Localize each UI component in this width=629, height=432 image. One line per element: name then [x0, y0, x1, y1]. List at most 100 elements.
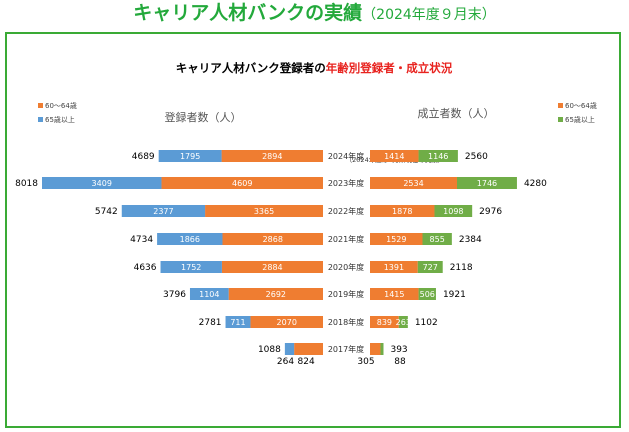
left-total: 4689 [132, 152, 155, 162]
left-bar-60-64 [222, 233, 323, 245]
chart-title-highlight: 年齢別登録者・成立状況 [326, 61, 453, 75]
year-label: 2021年度 [328, 234, 364, 244]
right-value-60-64: 1414 [384, 152, 404, 161]
page-title: キャリア人材バンクの実績（2024年度９月末） [0, 0, 629, 28]
left-total: 3796 [163, 290, 186, 300]
left-bar-65plus [225, 316, 251, 328]
left-value-65plus: 711 [230, 318, 245, 327]
right-bar-60-64 [370, 316, 399, 328]
right-bar-60-64 [370, 233, 423, 245]
left-bar-65plus [284, 343, 295, 355]
right-value-65plus: 727 [423, 263, 438, 272]
right-total: 393 [390, 345, 407, 355]
left-total: 2781 [199, 318, 222, 328]
left-bar-65plus [189, 288, 229, 300]
left-value-65plus: 1752 [181, 263, 201, 272]
right-value-65plus: 1146 [428, 152, 448, 161]
left-value-65plus: 1795 [180, 152, 200, 161]
left-axis-title: 登録者数（人） [165, 110, 242, 124]
page-title-main: キャリア人材バンクの実績 [133, 2, 363, 24]
left-bar-60-64 [221, 150, 323, 162]
right-bar-60-64 [370, 288, 419, 300]
right-bar-65plus [418, 150, 458, 162]
chart-title: キャリア人材バンク登録者の年齢別登録者・成立状況 [176, 61, 453, 75]
right-value-60-64: 2534 [403, 179, 423, 188]
right-value-65plus: 1098 [443, 207, 463, 216]
right-value-60-64: 305 [357, 357, 374, 367]
year-label: 2023年度 [328, 178, 364, 188]
left-bar-60-64 [294, 343, 323, 355]
left-total: 4734 [130, 235, 153, 245]
right-value-65plus: 1746 [477, 179, 497, 188]
right-value-60-64: 839 [377, 318, 392, 327]
left-total: 8018 [15, 179, 38, 189]
right-total: 4280 [524, 179, 547, 189]
right-axis-title: 成立者数（人） [418, 106, 495, 120]
left-bar-60-64 [221, 261, 323, 273]
left-bar-65plus [158, 150, 222, 162]
right-total: 2118 [450, 263, 473, 273]
right-total: 1102 [415, 318, 438, 328]
left-total: 5742 [95, 207, 118, 217]
legend-swatch-orange-left [38, 103, 43, 108]
left-bar-65plus [42, 177, 162, 189]
right-value-60-64: 1878 [392, 207, 412, 216]
left-bar-60-64 [250, 316, 323, 328]
legend-label-60-64-left: 60～64歳 [45, 101, 77, 110]
left-value-60-64: 3365 [254, 207, 274, 216]
right-bar-60-64 [370, 150, 419, 162]
left-bar-60-64 [205, 205, 323, 217]
right-bar-65plus [398, 316, 408, 328]
right-total: 1921 [443, 290, 466, 300]
right-value-60-64: 1529 [386, 235, 406, 244]
year-label: 2019年度 [328, 289, 364, 299]
right-bar-65plus [422, 233, 452, 245]
left-value-65plus: 264 [277, 357, 294, 367]
year-label: 2024年度 [328, 151, 364, 161]
left-bar-65plus [160, 261, 222, 273]
chart-frame [5, 32, 621, 428]
legend-swatch-blue-left [38, 117, 43, 122]
right-value-60-64: 1415 [384, 290, 404, 299]
right-bar-65plus [417, 261, 443, 273]
legend-label-65plus-right: 65歳以上 [565, 115, 595, 124]
year-label: 2018年度 [328, 317, 364, 327]
right-value-60-64: 1391 [384, 263, 404, 272]
left-bar-60-64 [228, 288, 323, 300]
year-label: 2020年度 [328, 262, 364, 272]
left-bar-60-64 [161, 177, 323, 189]
right-bar-60-64 [370, 205, 435, 217]
legend-label-60-64-right: 60～64歳 [565, 101, 597, 110]
left-value-65plus: 1866 [180, 235, 200, 244]
year-label: 2017年度 [328, 344, 364, 354]
right-bar-60-64 [370, 261, 418, 273]
left-value-60-64: 2692 [266, 290, 286, 299]
left-bar-65plus [157, 233, 223, 245]
page-title-sub: （2024年度９月末） [362, 7, 496, 23]
right-bar-65plus [434, 205, 473, 217]
right-total: 2976 [479, 207, 502, 217]
left-value-65plus: 1104 [199, 290, 219, 299]
year-label: 2022年度 [328, 206, 364, 216]
left-value-65plus: 3409 [92, 179, 112, 188]
right-bar-60-64 [370, 177, 457, 189]
left-value-60-64: 4609 [232, 179, 252, 188]
legend-swatch-green-right [558, 117, 563, 122]
left-total: 4636 [134, 263, 157, 273]
left-value-65plus: 2377 [153, 207, 173, 216]
chart-title-main: キャリア人材バンク登録者の [176, 61, 326, 75]
right-bar-65plus [380, 343, 384, 355]
left-total: 1088 [258, 345, 281, 355]
legend-label-65plus-left: 65歳以上 [45, 115, 75, 124]
left-value-60-64: 2884 [262, 263, 282, 272]
right-bar-65plus [418, 288, 436, 300]
left-value-60-64: 2070 [277, 318, 297, 327]
right-value-65plus: 263 [396, 318, 411, 327]
left-value-60-64: 2868 [263, 235, 283, 244]
left-value-60-64: 2894 [262, 152, 282, 161]
left-bar-65plus [121, 205, 206, 217]
right-value-65plus: 855 [430, 235, 445, 244]
left-value-60-64: 824 [298, 357, 315, 367]
right-bar-60-64 [370, 343, 381, 355]
